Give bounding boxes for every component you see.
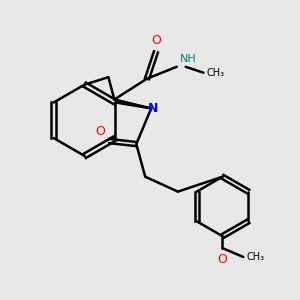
Text: NH: NH [180, 54, 196, 64]
Text: O: O [151, 34, 161, 47]
Text: CH₃: CH₃ [246, 252, 264, 262]
Text: N: N [148, 102, 158, 115]
Text: O: O [95, 125, 105, 138]
Text: CH₃: CH₃ [206, 68, 225, 78]
Text: O: O [218, 253, 227, 266]
